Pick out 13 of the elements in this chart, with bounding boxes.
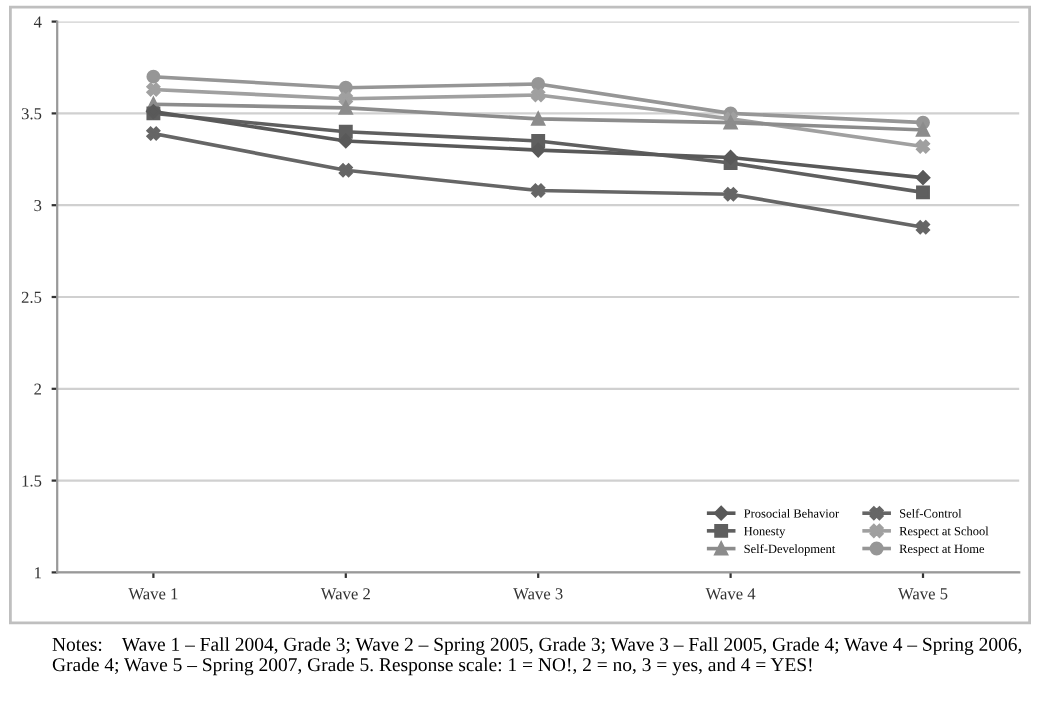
- y-tick-label: 4: [33, 16, 42, 28]
- y-tick-label: 3.5: [21, 108, 42, 120]
- text: Notes: Wave 1 – Fall 2004, Grade 3; Wave 2 – Spring 2005, Grade 3; Wave 3 – Fall 2005, Grade 4; Wave 4 – Spring 2006, Grade 4; Wave 5 – Spring 2007, Grade 5. Response scale: 1 = NO!, 2 = no, 3 = yes, and 4 = YES!: [52, 637, 1022, 676]
- y-tick-label: 2: [34, 383, 41, 395]
- x-tick-label: Wave 1: [128, 588, 178, 600]
- x-tick-label: Wave 3: [513, 588, 563, 600]
- y-tick-label: 1.5: [22, 475, 42, 487]
- y-tick-label: 3: [34, 199, 42, 212]
- x-tick-label: Wave 5: [898, 588, 948, 600]
- y-tick-label: 1: [35, 567, 41, 579]
- x-tick-label: Wave 2: [320, 588, 370, 600]
- y-tick-label: 2.5: [21, 291, 42, 304]
- x-tick-label: Wave 4: [705, 588, 756, 600]
